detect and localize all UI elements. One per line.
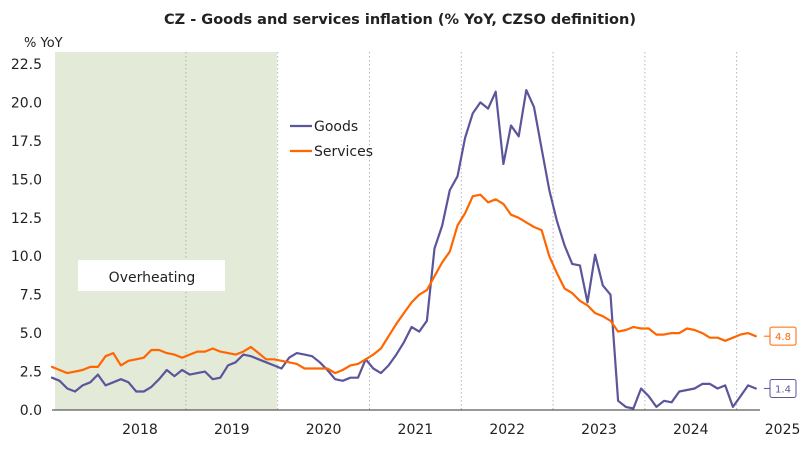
- y-tick-label: 2.5: [20, 365, 42, 381]
- chart-title: CZ - Goods and services inflation (% YoY…: [164, 12, 636, 28]
- x-tick-label-2022: 2022: [489, 422, 525, 438]
- end-label-box: [769, 326, 797, 346]
- y-tick-label: 5.0: [20, 326, 42, 342]
- y-tick-label: 10.0: [11, 249, 42, 265]
- legend: Goods Services: [290, 119, 373, 160]
- x-tick-label-2025: 2025: [765, 422, 800, 438]
- y-axis-label: % YoY: [24, 36, 63, 51]
- x-tick-label-2024: 2024: [673, 422, 709, 438]
- series-line-services: [50, 193, 757, 375]
- series-line-goods: [50, 88, 757, 410]
- y-tick-label: 7.5: [20, 288, 42, 304]
- y-tick-label: 15.0: [11, 172, 42, 188]
- end-value-label-goods: 1.4: [775, 384, 791, 395]
- x-tick-label-2019: 2019: [214, 422, 250, 438]
- legend-services-label: Services: [314, 144, 373, 160]
- overheating-label-box: [78, 260, 225, 291]
- y-tick-label: 0.0: [20, 403, 42, 419]
- legend-goods-label: Goods: [314, 119, 358, 135]
- x-tick-label-2018: 2018: [122, 422, 158, 438]
- series-lines: [50, 88, 757, 410]
- x-tick-label-2021: 2021: [398, 422, 434, 438]
- x-tick-label-2023: 2023: [581, 422, 617, 438]
- x-tick-label-2020: 2020: [306, 422, 342, 438]
- y-tick-label: 17.5: [11, 134, 42, 150]
- y-tick-label: 20.0: [11, 95, 42, 111]
- overheating-shaded-region: [55, 52, 277, 410]
- end-label-box: [769, 378, 797, 398]
- x-tick-labels: 2018 2019 2020 2021 2022 2023 2024 2025: [122, 422, 800, 438]
- overheating-label: Overheating: [109, 270, 196, 286]
- y-tick-label: 12.5: [11, 211, 42, 227]
- y-tick-label: 22.5: [11, 57, 42, 73]
- end-value-label-services: 4.8: [775, 332, 791, 343]
- y-tick-labels: 0.0 2.5 5.0 7.5 10.0 12.5 15.0 17.5 20.0 22.5: [11, 57, 42, 419]
- end-value-labels: 1.4 4.8: [763, 326, 797, 398]
